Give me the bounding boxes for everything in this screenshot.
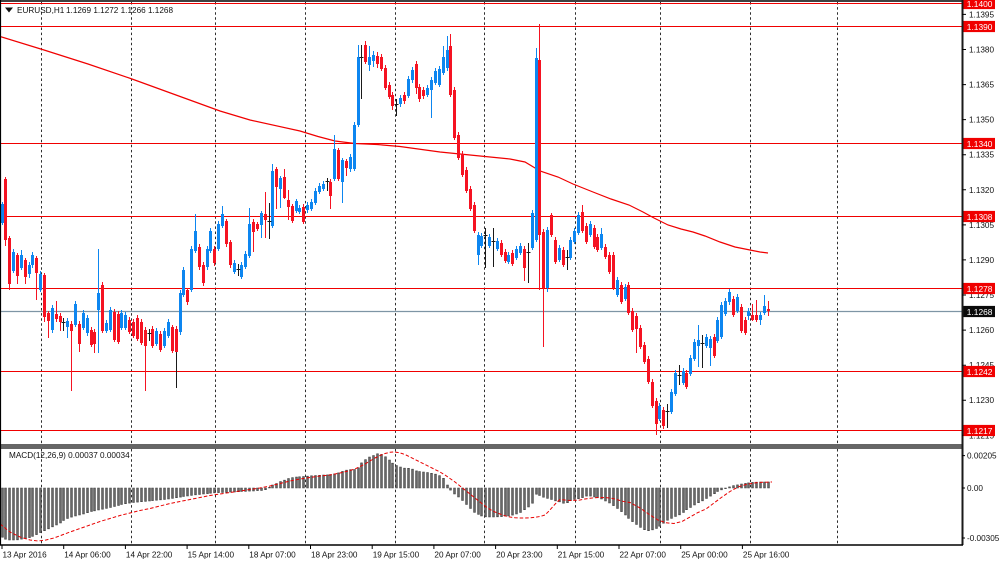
svg-text:1.1320: 1.1320 bbox=[969, 186, 994, 195]
svg-text:20 Apr 07:00: 20 Apr 07:00 bbox=[434, 551, 481, 560]
svg-text:1.1245: 1.1245 bbox=[969, 361, 994, 370]
svg-text:1.1260: 1.1260 bbox=[969, 326, 994, 335]
svg-text:1.1268: 1.1268 bbox=[967, 307, 993, 317]
svg-text:13 Apr 2016: 13 Apr 2016 bbox=[3, 551, 48, 560]
svg-text:0.00: 0.00 bbox=[967, 484, 983, 493]
svg-text:1.1390: 1.1390 bbox=[967, 22, 993, 32]
svg-text:25 Apr 00:00: 25 Apr 00:00 bbox=[681, 551, 728, 560]
svg-text:1.1230: 1.1230 bbox=[969, 396, 994, 405]
svg-text:1.1242: 1.1242 bbox=[967, 367, 993, 377]
svg-text:MACD(12,26,9) 0.00037 0.00034: MACD(12,26,9) 0.00037 0.00034 bbox=[9, 451, 130, 460]
svg-text:1.1380: 1.1380 bbox=[969, 46, 994, 55]
svg-text:1.1275: 1.1275 bbox=[969, 291, 994, 300]
svg-text:1.1308: 1.1308 bbox=[967, 212, 993, 222]
svg-text:1.1400: 1.1400 bbox=[967, 0, 993, 9]
svg-text:1.1290: 1.1290 bbox=[969, 256, 994, 265]
svg-text:19 Apr 15:00: 19 Apr 15:00 bbox=[373, 551, 420, 560]
svg-text:18 Apr 23:00: 18 Apr 23:00 bbox=[311, 551, 358, 560]
svg-text:21 Apr 15:00: 21 Apr 15:00 bbox=[558, 551, 605, 560]
svg-text:-0.00305: -0.00305 bbox=[967, 534, 1000, 543]
svg-text:1.1395: 1.1395 bbox=[969, 10, 994, 19]
svg-text:20 Apr 23:00: 20 Apr 23:00 bbox=[496, 551, 543, 560]
svg-text:1.1340: 1.1340 bbox=[967, 139, 993, 149]
svg-text:1.1217: 1.1217 bbox=[967, 426, 993, 436]
svg-text:15 Apr 14:00: 15 Apr 14:00 bbox=[188, 551, 235, 560]
svg-text:1.1305: 1.1305 bbox=[969, 221, 994, 230]
svg-text:1.1335: 1.1335 bbox=[969, 151, 994, 160]
svg-text:1.1365: 1.1365 bbox=[969, 81, 994, 90]
svg-text:0.00205: 0.00205 bbox=[967, 452, 997, 461]
svg-text:14 Apr 22:00: 14 Apr 22:00 bbox=[126, 551, 173, 560]
svg-text:1.1278: 1.1278 bbox=[967, 284, 993, 294]
svg-text:EURUSD,H1: EURUSD,H1 bbox=[17, 6, 65, 15]
svg-text:18 Apr 07:00: 18 Apr 07:00 bbox=[249, 551, 296, 560]
svg-text:22 Apr 07:00: 22 Apr 07:00 bbox=[620, 551, 667, 560]
svg-text:1.1269 1.1272 1.1266 1.1268: 1.1269 1.1272 1.1266 1.1268 bbox=[66, 6, 173, 15]
svg-text:14 Apr 06:00: 14 Apr 06:00 bbox=[64, 551, 111, 560]
svg-text:1.1350: 1.1350 bbox=[969, 116, 994, 125]
svg-text:25 Apr 16:00: 25 Apr 16:00 bbox=[743, 551, 790, 560]
